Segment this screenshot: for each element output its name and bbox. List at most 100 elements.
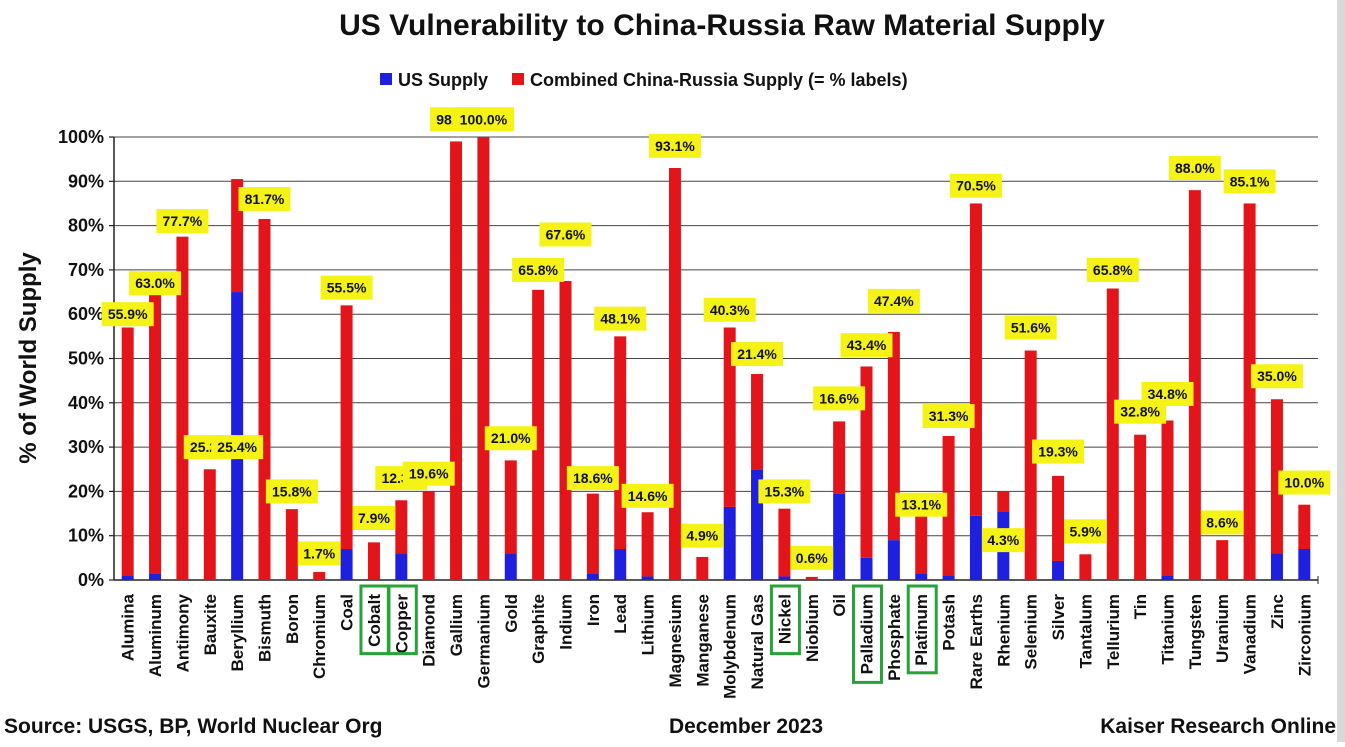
x-tick-label: Copper: [392, 594, 411, 654]
bar-us-zirconium: [1298, 548, 1311, 580]
bar-us-gold: [504, 553, 517, 580]
bar-us-nickel: [778, 576, 791, 580]
legend-swatch-cr: [512, 73, 524, 85]
bar-china-russia-vanadium: [1243, 203, 1256, 580]
x-tick-label: Silver: [1049, 594, 1068, 641]
value-label: 67.6%: [546, 226, 586, 242]
legend-swatch-us: [380, 73, 392, 85]
value-label: 65.8%: [1093, 262, 1133, 278]
x-tick-label: Tin: [1131, 594, 1150, 619]
highlight-box: [906, 584, 938, 675]
x-tick-label: Cobalt: [365, 594, 384, 647]
value-label-bg: [265, 479, 318, 504]
value-label-bg: [981, 528, 1025, 553]
value-label: 93.1%: [655, 138, 695, 154]
value-label: 4.9%: [686, 528, 718, 544]
bar-us-copper: [395, 553, 408, 580]
highlight-box: [386, 584, 418, 656]
bar-china-russia-zirconium: [1298, 504, 1311, 549]
y-tick-label: 30%: [68, 437, 104, 457]
bar-china-russia-tellurium: [1106, 288, 1119, 580]
bar-china-russia-titanium: [1161, 420, 1174, 576]
window-edge: [1337, 0, 1345, 742]
value-label: 13.1%: [901, 497, 941, 513]
bar-china-russia-magnesium: [668, 168, 681, 580]
bar-us-molybdenum: [723, 506, 736, 580]
value-label-bg: [867, 288, 920, 313]
value-label: 7.9%: [358, 510, 390, 526]
x-tick-label: Germanium: [474, 594, 493, 688]
value-label: 55.5%: [327, 280, 367, 296]
x-tick-label: Gallium: [447, 594, 466, 656]
x-tick-label: Oil: [830, 594, 849, 617]
footer-date: December 2023: [669, 715, 823, 738]
value-label-bg: [1200, 510, 1244, 535]
legend-label-cr: Combined China-Russia Supply (= % labels…: [530, 70, 908, 90]
x-tick-label: Palladium: [858, 594, 877, 674]
value-label-bg: [352, 505, 396, 530]
value-label-bg: [840, 333, 893, 358]
bar-china-russia-niobium: [805, 576, 818, 580]
bar-china-russia-selenium: [1024, 350, 1037, 580]
bar-china-russia-tin: [1134, 434, 1147, 580]
value-label-bg: [1223, 169, 1276, 194]
x-tick-label: Iron: [584, 594, 603, 626]
value-label: 16.6%: [819, 390, 859, 406]
bar-china-russia-tungsten: [1188, 190, 1201, 580]
bar-china-russia-alumina: [121, 327, 134, 576]
x-tick-label: Lithium: [639, 594, 658, 655]
value-label-bg: [790, 545, 834, 570]
value-label-bg: [452, 107, 515, 132]
x-tick-label: Magnesium: [666, 594, 685, 688]
bar-china-russia-platinum: [915, 513, 928, 574]
value-labels: 55.9%63.0%77.7%25.2%25.4%81.7%15.8%1.7%5…: [101, 107, 1331, 570]
x-tick-label: Tellurium: [1104, 594, 1123, 669]
bar-china-russia-zinc: [1270, 399, 1283, 554]
x-tick-label: Nickel: [775, 594, 794, 644]
bar-us-phosphate: [887, 540, 900, 580]
highlight-boxes: [359, 584, 938, 684]
value-label: 81.7%: [245, 191, 285, 207]
bar-china-russia-aluminum: [149, 294, 162, 574]
bar-us-rare-earths: [969, 515, 982, 580]
value-label: 34.8%: [1148, 386, 1188, 402]
bar-china-russia-coal: [340, 305, 353, 549]
value-label: 21.4%: [737, 346, 777, 362]
value-label: 10.0%: [1284, 475, 1324, 491]
value-label: 70.5%: [956, 178, 996, 194]
x-tick-label: Tantalum: [1076, 594, 1095, 668]
x-tick-label: Chromium: [310, 594, 329, 679]
value-label-bg: [101, 302, 154, 327]
bar-china-russia-copper: [395, 500, 408, 554]
legend: US Supply Combined China-Russia Supply (…: [380, 70, 908, 90]
value-label-bg: [1250, 364, 1303, 389]
bar-china-russia-boron: [285, 509, 298, 580]
y-tick-label: 20%: [68, 481, 104, 501]
chart-title: US Vulnerability to China-Russia Raw Mat…: [339, 9, 1105, 42]
x-tick-label: Natural Gas: [748, 594, 767, 689]
value-label: 65.8%: [518, 262, 558, 278]
x-tick-label: Titanium: [1159, 594, 1178, 665]
value-label: 4.3%: [987, 532, 1019, 548]
value-label-bg: [648, 133, 701, 158]
value-label-bg: [1032, 439, 1085, 464]
bar-china-russia-cobalt: [367, 542, 380, 580]
value-label: 35.0%: [1257, 368, 1297, 384]
value-label: 25.4%: [217, 439, 257, 455]
value-label: 1.7%: [303, 545, 335, 561]
bar-china-russia-natural-gas: [751, 374, 764, 470]
bar-china-russia-gallium: [450, 141, 463, 580]
value-label-bg: [949, 173, 1002, 198]
bar-china-russia-bauxite: [203, 469, 216, 580]
bar-china-russia-nickel: [778, 508, 791, 577]
value-label: 100.0%: [460, 111, 508, 127]
value-label-bg: [1278, 470, 1331, 495]
bar-china-russia-graphite: [532, 289, 545, 580]
bar-us-zinc: [1270, 553, 1283, 580]
value-label-bg: [566, 466, 619, 491]
value-label-bg: [1141, 381, 1194, 406]
value-label-bg: [484, 426, 537, 451]
value-label-bg: [297, 541, 341, 566]
x-tick-label: Diamond: [420, 594, 439, 667]
y-tick-label: 0%: [78, 570, 104, 590]
